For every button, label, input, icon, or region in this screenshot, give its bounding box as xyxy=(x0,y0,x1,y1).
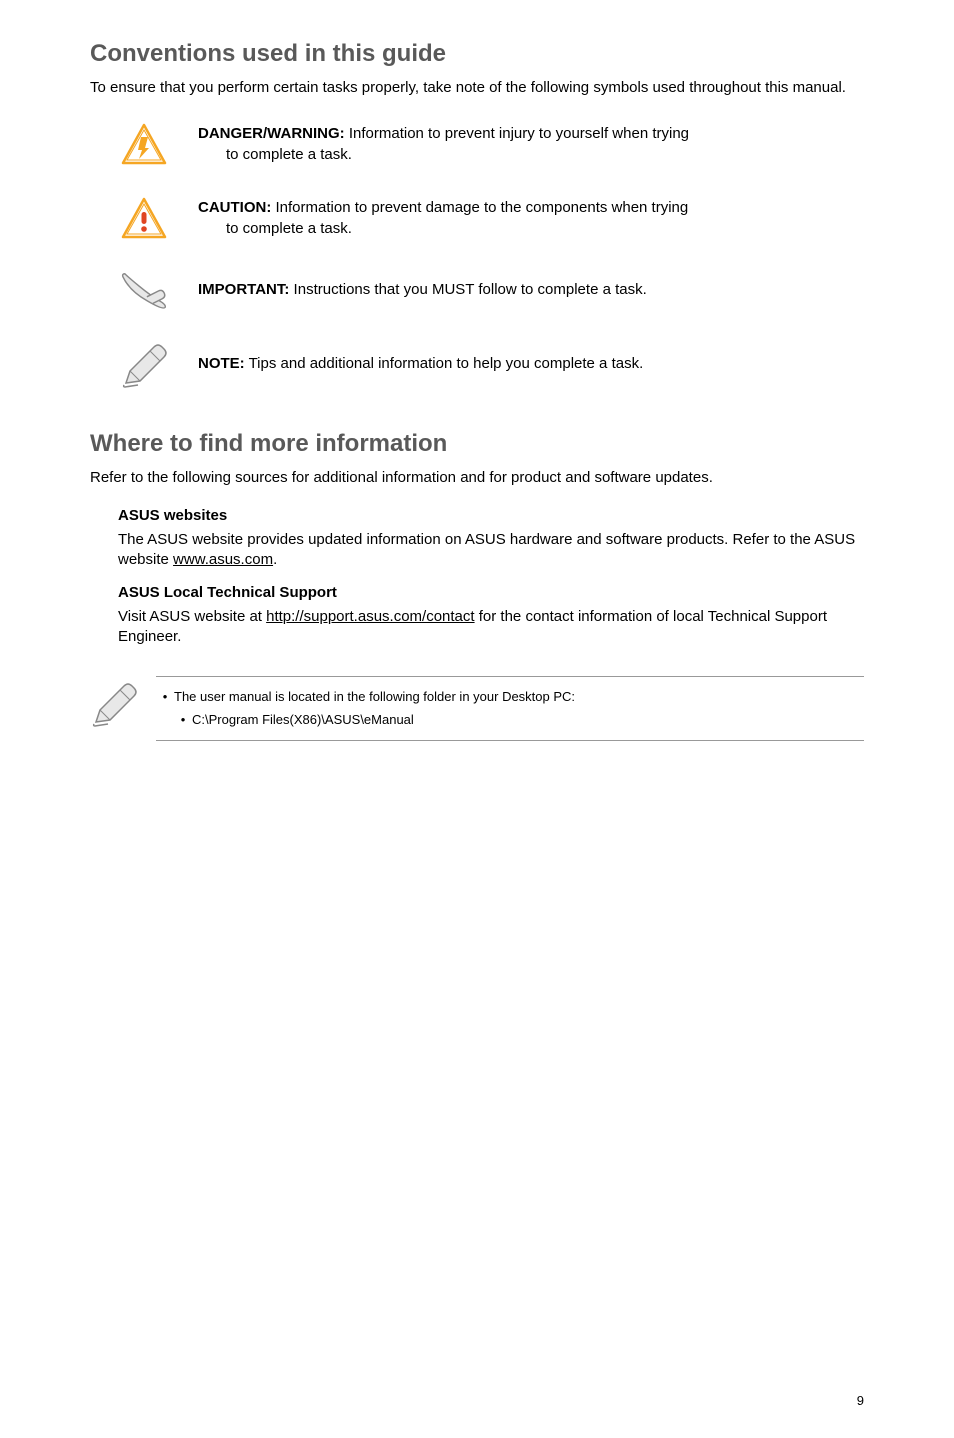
callout-danger: DANGER/WARNING: Information to prevent i… xyxy=(90,120,864,168)
heading-moreinfo: Where to find more information xyxy=(90,430,864,458)
footnote-content: • The user manual is located in the foll… xyxy=(156,676,864,741)
callout-list: DANGER/WARNING: Information to prevent i… xyxy=(90,120,864,390)
note-icon xyxy=(90,676,138,724)
callout-caution-label: CAUTION: xyxy=(198,199,271,216)
bullet-icon: • xyxy=(156,687,174,707)
intro-moreinfo: Refer to the following sources for addit… xyxy=(90,468,864,488)
callout-danger-body-cont: to complete a task. xyxy=(198,145,689,165)
callout-important: IMPORTANT: Instructions that you MUST fo… xyxy=(90,268,864,316)
footnote-line2: C:\Program Files(X86)\ASUS\eManual xyxy=(192,710,414,730)
page-number: 9 xyxy=(857,1393,864,1408)
info-title-support: ASUS Local Technical Support xyxy=(118,584,864,601)
heading-conventions: Conventions used in this guide xyxy=(90,40,864,68)
callout-important-label: IMPORTANT: xyxy=(198,281,289,298)
callout-caution-text: CAUTION: Information to prevent damage t… xyxy=(198,194,688,239)
callout-note-label: NOTE: xyxy=(198,355,245,372)
callout-caution: CAUTION: Information to prevent damage t… xyxy=(90,194,864,242)
important-icon xyxy=(120,268,168,316)
info-item-websites: ASUS websites The ASUS website provides … xyxy=(90,507,864,571)
bullet-icon: • xyxy=(174,710,192,730)
callout-note: NOTE: Tips and additional information to… xyxy=(90,342,864,390)
callout-danger-label: DANGER/WARNING: xyxy=(198,125,345,142)
caution-icon xyxy=(120,194,168,242)
callout-important-body: Instructions that you MUST follow to com… xyxy=(289,281,646,298)
info-title-websites: ASUS websites xyxy=(118,507,864,524)
callout-caution-body: Information to prevent damage to the com… xyxy=(271,199,688,216)
intro-conventions: To ensure that you perform certain tasks… xyxy=(90,78,864,98)
info-text-support: Visit ASUS website at http://support.asu… xyxy=(118,607,864,648)
callout-note-body: Tips and additional information to help … xyxy=(245,355,644,372)
footnote-line1: The user manual is located in the follow… xyxy=(174,687,575,707)
callout-caution-body-cont: to complete a task. xyxy=(198,219,688,239)
callout-important-text: IMPORTANT: Instructions that you MUST fo… xyxy=(198,268,647,300)
footnote-block: • The user manual is located in the foll… xyxy=(90,676,864,741)
callout-note-text: NOTE: Tips and additional information to… xyxy=(198,342,643,374)
info-item-support: ASUS Local Technical Support Visit ASUS … xyxy=(90,584,864,648)
callout-danger-body: Information to prevent injury to yoursel… xyxy=(345,125,689,142)
info-text-websites-post: . xyxy=(273,551,277,568)
callout-danger-text: DANGER/WARNING: Information to prevent i… xyxy=(198,120,689,165)
link-asus[interactable]: www.asus.com xyxy=(173,551,273,568)
danger-icon xyxy=(120,120,168,168)
info-text-support-pre: Visit ASUS website at xyxy=(118,608,266,625)
link-support[interactable]: http://support.asus.com/contact xyxy=(266,608,474,625)
info-text-websites: The ASUS website provides updated inform… xyxy=(118,530,864,571)
note-icon xyxy=(120,342,168,390)
